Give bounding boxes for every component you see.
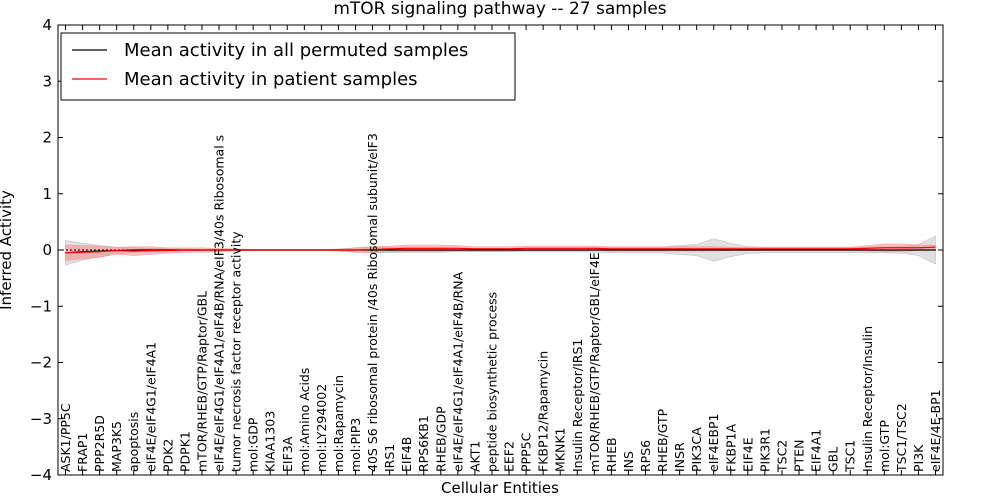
y-tick-label: 2 <box>42 129 52 147</box>
x-tick-label: EIF4B <box>399 437 414 472</box>
x-tick-label: eIF4E/eIF4G1/eIF4A1/eIF4B/RNA/eIF3/40s R… <box>212 135 227 472</box>
x-tick-label: FKBP1A <box>723 424 738 472</box>
series-lines <box>65 246 936 254</box>
x-tick-label: EIF3A <box>280 436 295 472</box>
y-axis-label: Inferred Activity <box>0 190 15 310</box>
x-tick-label: mTOR/RHEB/GTP/Raptor/GBL <box>194 291 209 472</box>
legend: Mean activity in all permuted samples Mea… <box>60 32 516 101</box>
x-tick-label: eIF4E/eIF4G1/eIF4A1/eIF4B/RNA <box>450 271 465 472</box>
x-tick-label: GBL <box>826 447 841 472</box>
y-tick-label: 0 <box>42 241 52 259</box>
series-1-line <box>65 246 936 254</box>
x-tick-label: RHEB/GTP <box>655 408 670 472</box>
x-tick-label: apoptosis <box>126 412 141 472</box>
x-tick-label: mol:PIP3 <box>348 418 363 472</box>
x-tick-label: AKT1 <box>467 441 482 472</box>
x-tick-label: EEF2 <box>502 441 517 472</box>
x-tick-label: TSC2 <box>774 440 789 473</box>
x-tick-label: mol:LY294002 <box>314 384 329 472</box>
x-tick-label: PDPK1 <box>177 431 192 472</box>
legend-label-0: Mean activity in all permuted samples <box>124 40 468 61</box>
x-tick-label: RPS6 <box>638 440 653 472</box>
y-tick-label: −1 <box>30 297 52 315</box>
x-tick-label: KIAA1303 <box>263 411 278 472</box>
x-tick-label: RPS6KB1 <box>416 415 431 472</box>
x-tick-label: RHEB/GDP <box>433 406 448 472</box>
x-tick-label: 40S S6 ribosomal protein /40s Ribosomal … <box>365 133 380 472</box>
y-tick-label: −4 <box>30 466 52 484</box>
x-tick-label: TSC1/TSC2 <box>894 403 909 473</box>
x-tick-label: MKNK1 <box>553 428 568 472</box>
x-tick-label: tumor necrosis factor receptor activity <box>229 231 244 472</box>
x-tick-label: FKBP12/Rapamycin <box>536 351 551 472</box>
x-tick-label: ASK1/PP5C <box>58 403 73 472</box>
x-tick-label: RHEB <box>604 437 619 472</box>
x-tick-label: PIK3CA <box>689 427 704 472</box>
x-tick-label: mTOR/RHEB/GTP/Raptor/GBL/eIF4E <box>587 252 602 472</box>
x-tick-label: mol:GDP <box>246 417 261 472</box>
y-axis-ticks: −4 −3 −2 −1 0 1 2 3 4 <box>30 16 943 484</box>
x-tick-label: INSR <box>672 442 687 472</box>
y-tick-label: 1 <box>42 185 52 203</box>
x-tick-label: TSC1 <box>843 440 858 473</box>
x-tick-label: FRAP1 <box>75 433 90 472</box>
x-tick-label: PTEN <box>792 440 807 472</box>
x-tick-label: IRS1 <box>382 444 397 472</box>
y-tick-label: −2 <box>30 354 52 372</box>
x-tick-label: EIF4A1 <box>809 429 824 472</box>
x-axis-label: Cellular Entities <box>441 479 559 497</box>
x-tick-label: mol:Amino Acids <box>297 368 312 472</box>
chart-title: mTOR signaling pathway -- 27 samples <box>333 0 666 19</box>
x-tick-label: PPP2R5D <box>92 415 107 472</box>
x-tick-label: MAP3K5 <box>109 421 124 472</box>
legend-label-1: Mean activity in patient samples <box>124 69 418 90</box>
y-tick-label: 3 <box>42 72 52 90</box>
x-tick-label: eIF4E/4E-BP1 <box>928 389 943 472</box>
y-tick-label: −3 <box>30 410 52 428</box>
x-tick-label: INS <box>621 451 636 472</box>
x-tick-label: peptide biosynthetic process <box>484 292 499 472</box>
x-tick-label: mol:Rapamycin <box>331 375 346 472</box>
legend-box <box>60 32 516 101</box>
x-tick-label: Insulin Receptor/Insulin <box>860 326 875 472</box>
x-tick-label: PPP5C <box>519 432 534 472</box>
x-tick-label: mol:GTP <box>877 420 892 472</box>
x-tick-label: eIF4E/eIF4G1/eIF4A1 <box>143 342 158 472</box>
plot-frame <box>57 24 944 476</box>
x-tick-label: eIF4EBP1 <box>706 414 721 472</box>
x-tick-label: Insulin Receptor/IRS1 <box>570 339 585 472</box>
x-tick-label: EIF4E <box>740 437 755 472</box>
x-tick-label: PI3K <box>911 444 926 472</box>
y-tick-label: 4 <box>42 16 52 34</box>
x-axis-ticks: ASK1/PP5C FRAP1 PPP2R5D MAP3K5 apoptosis eIF4… <box>58 25 943 475</box>
x-tick-label: PIK3R1 <box>757 428 772 472</box>
x-tick-label: PDK2 <box>160 439 175 472</box>
